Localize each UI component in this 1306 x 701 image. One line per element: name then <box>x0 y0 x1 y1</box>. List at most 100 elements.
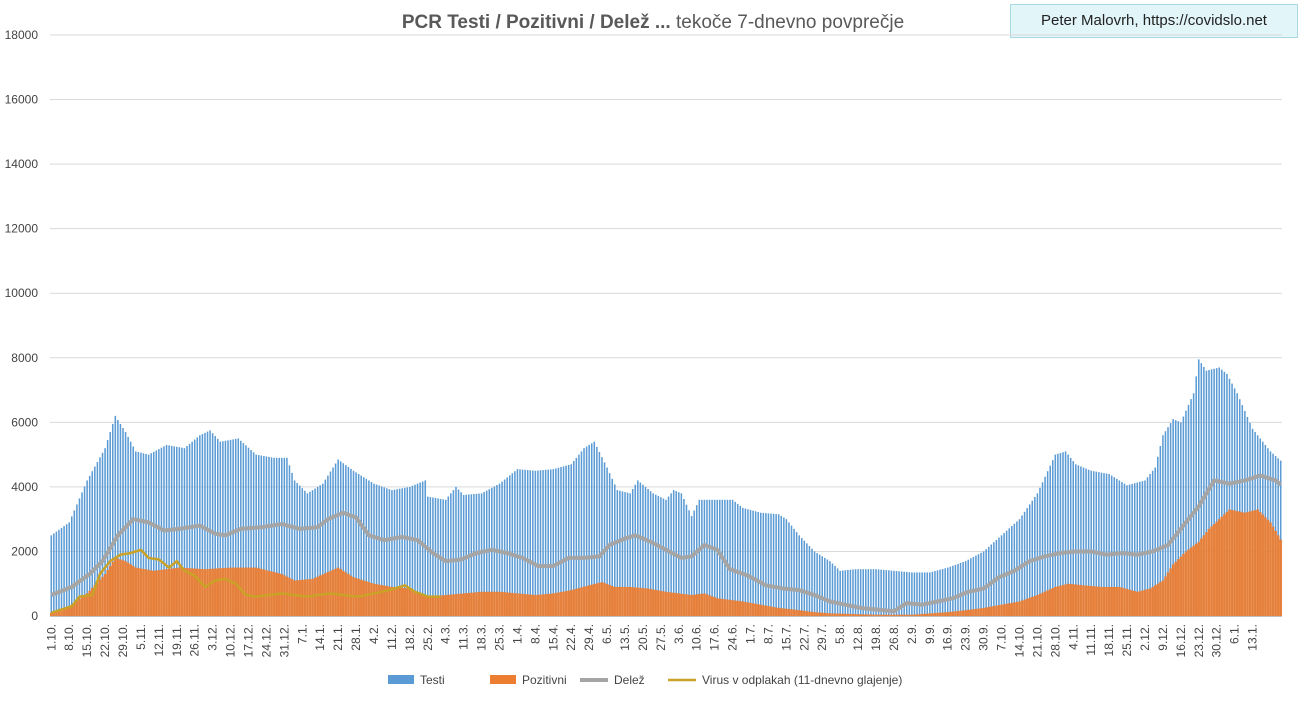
bar-testi <box>800 537 803 616</box>
bar-testi <box>1133 483 1136 616</box>
bar-testi <box>793 528 795 616</box>
bar-testi <box>135 451 137 616</box>
bar-pozitivni <box>928 613 932 616</box>
bar-pozitivni <box>75 600 79 616</box>
bar-pozitivni <box>188 568 191 616</box>
bar-testi <box>957 563 959 616</box>
bar-pozitivni <box>961 610 965 616</box>
bar-pozitivni <box>703 593 706 616</box>
bar-pozitivni <box>111 561 115 616</box>
bar-pozitivni <box>162 569 166 616</box>
bar-pozitivni <box>692 594 696 616</box>
bar-pozitivni <box>749 602 752 616</box>
bar-pozitivni <box>836 613 839 616</box>
bar-testi <box>1054 454 1057 616</box>
bar-pozitivni <box>249 567 253 616</box>
bar-testi <box>416 483 419 616</box>
bar-testi <box>567 464 570 616</box>
legend: Testi Pozitivni Delež Virus v odplakah (11-… <box>388 673 902 687</box>
bar-testi <box>959 562 962 616</box>
y-tick-label: 0 <box>31 609 38 623</box>
bar-pozitivni <box>96 582 99 616</box>
bar-pozitivni <box>569 590 573 616</box>
bar-testi <box>81 492 83 616</box>
bar-pozitivni <box>334 568 337 616</box>
bar-pozitivni <box>390 586 394 616</box>
bar-pozitivni <box>1110 586 1114 616</box>
bar-pozitivni <box>441 595 445 616</box>
bar-testi <box>760 512 762 616</box>
bar-pozitivni <box>674 593 678 616</box>
bar-pozitivni <box>418 593 422 616</box>
bar-pozitivni <box>772 607 775 616</box>
bar-testi <box>962 562 964 616</box>
bar-testi <box>839 570 841 616</box>
bar-pozitivni <box>1074 584 1078 616</box>
bar-pozitivni <box>1038 593 1042 616</box>
bar-pozitivni <box>884 614 888 616</box>
bar-testi <box>393 489 396 616</box>
bar-pozitivni <box>62 608 66 616</box>
bar-testi <box>1098 472 1100 616</box>
bar-pozitivni <box>393 587 396 616</box>
bar-pozitivni <box>590 584 594 616</box>
bar-testi <box>685 504 688 616</box>
bar-pozitivni <box>585 586 588 616</box>
bar-pozitivni <box>180 567 184 616</box>
bar-testi <box>826 559 829 616</box>
bar-pozitivni <box>367 582 371 616</box>
bar-testi <box>263 455 265 616</box>
bar-pozitivni <box>575 588 578 616</box>
bar-pozitivni <box>1130 590 1134 616</box>
bar-testi <box>288 465 291 616</box>
bar-pozitivni <box>308 579 312 616</box>
bar-pozitivni <box>55 610 58 616</box>
bar-testi <box>419 482 421 616</box>
bar-pozitivni <box>511 592 514 616</box>
bar-pozitivni <box>147 569 150 616</box>
bar-pozitivni <box>267 570 271 616</box>
bar-pozitivni <box>577 588 581 616</box>
bar-testi <box>206 431 209 616</box>
bar-pozitivni <box>744 601 747 616</box>
bar-pozitivni <box>365 581 368 616</box>
bar-testi <box>716 499 718 616</box>
bar-testi <box>596 446 598 616</box>
bar-pozitivni <box>1169 568 1172 616</box>
bar-testi <box>260 455 263 616</box>
x-tick-label: 2.12. <box>1138 624 1152 651</box>
bar-pozitivni <box>1054 586 1057 616</box>
bar-testi <box>178 447 181 616</box>
bar-testi <box>911 572 913 616</box>
bar-pozitivni <box>1258 512 1262 616</box>
bar-pozitivni <box>1089 586 1093 616</box>
bar-pozitivni <box>134 567 138 616</box>
bar-pozitivni <box>531 594 535 616</box>
bar-testi <box>247 447 250 616</box>
bar-pozitivni <box>787 609 791 616</box>
bar-pozitivni <box>211 568 214 616</box>
bar-testi <box>514 471 516 616</box>
bar-testi <box>293 480 296 616</box>
bar-testi <box>270 457 273 616</box>
bar-pozitivni <box>1120 587 1124 616</box>
bar-testi <box>145 453 147 616</box>
bar-testi <box>1146 477 1149 616</box>
bar-pozitivni <box>1030 596 1034 616</box>
bar-pozitivni <box>1230 510 1234 616</box>
x-axis: 1.10. 8.10. 15.10. 22.10. 29.10. 5.11. 12.11. 1… <box>44 616 1282 657</box>
x-tick-label: 5.8. <box>833 624 847 644</box>
bar-pozitivni <box>972 609 975 616</box>
bar-pozitivni <box>1166 572 1170 616</box>
line-virus <box>50 548 441 614</box>
bar-pozitivni <box>600 582 604 616</box>
bar-testi <box>111 423 114 616</box>
bar-pozitivni <box>90 587 94 616</box>
bar-testi <box>736 503 739 616</box>
bar-testi <box>1241 405 1244 616</box>
bar-testi <box>893 570 895 616</box>
x-tick-label: 3.12. <box>206 624 220 651</box>
bar-pozitivni <box>982 607 985 616</box>
bar-pozitivni <box>1071 584 1075 616</box>
bar-testi <box>158 449 160 616</box>
